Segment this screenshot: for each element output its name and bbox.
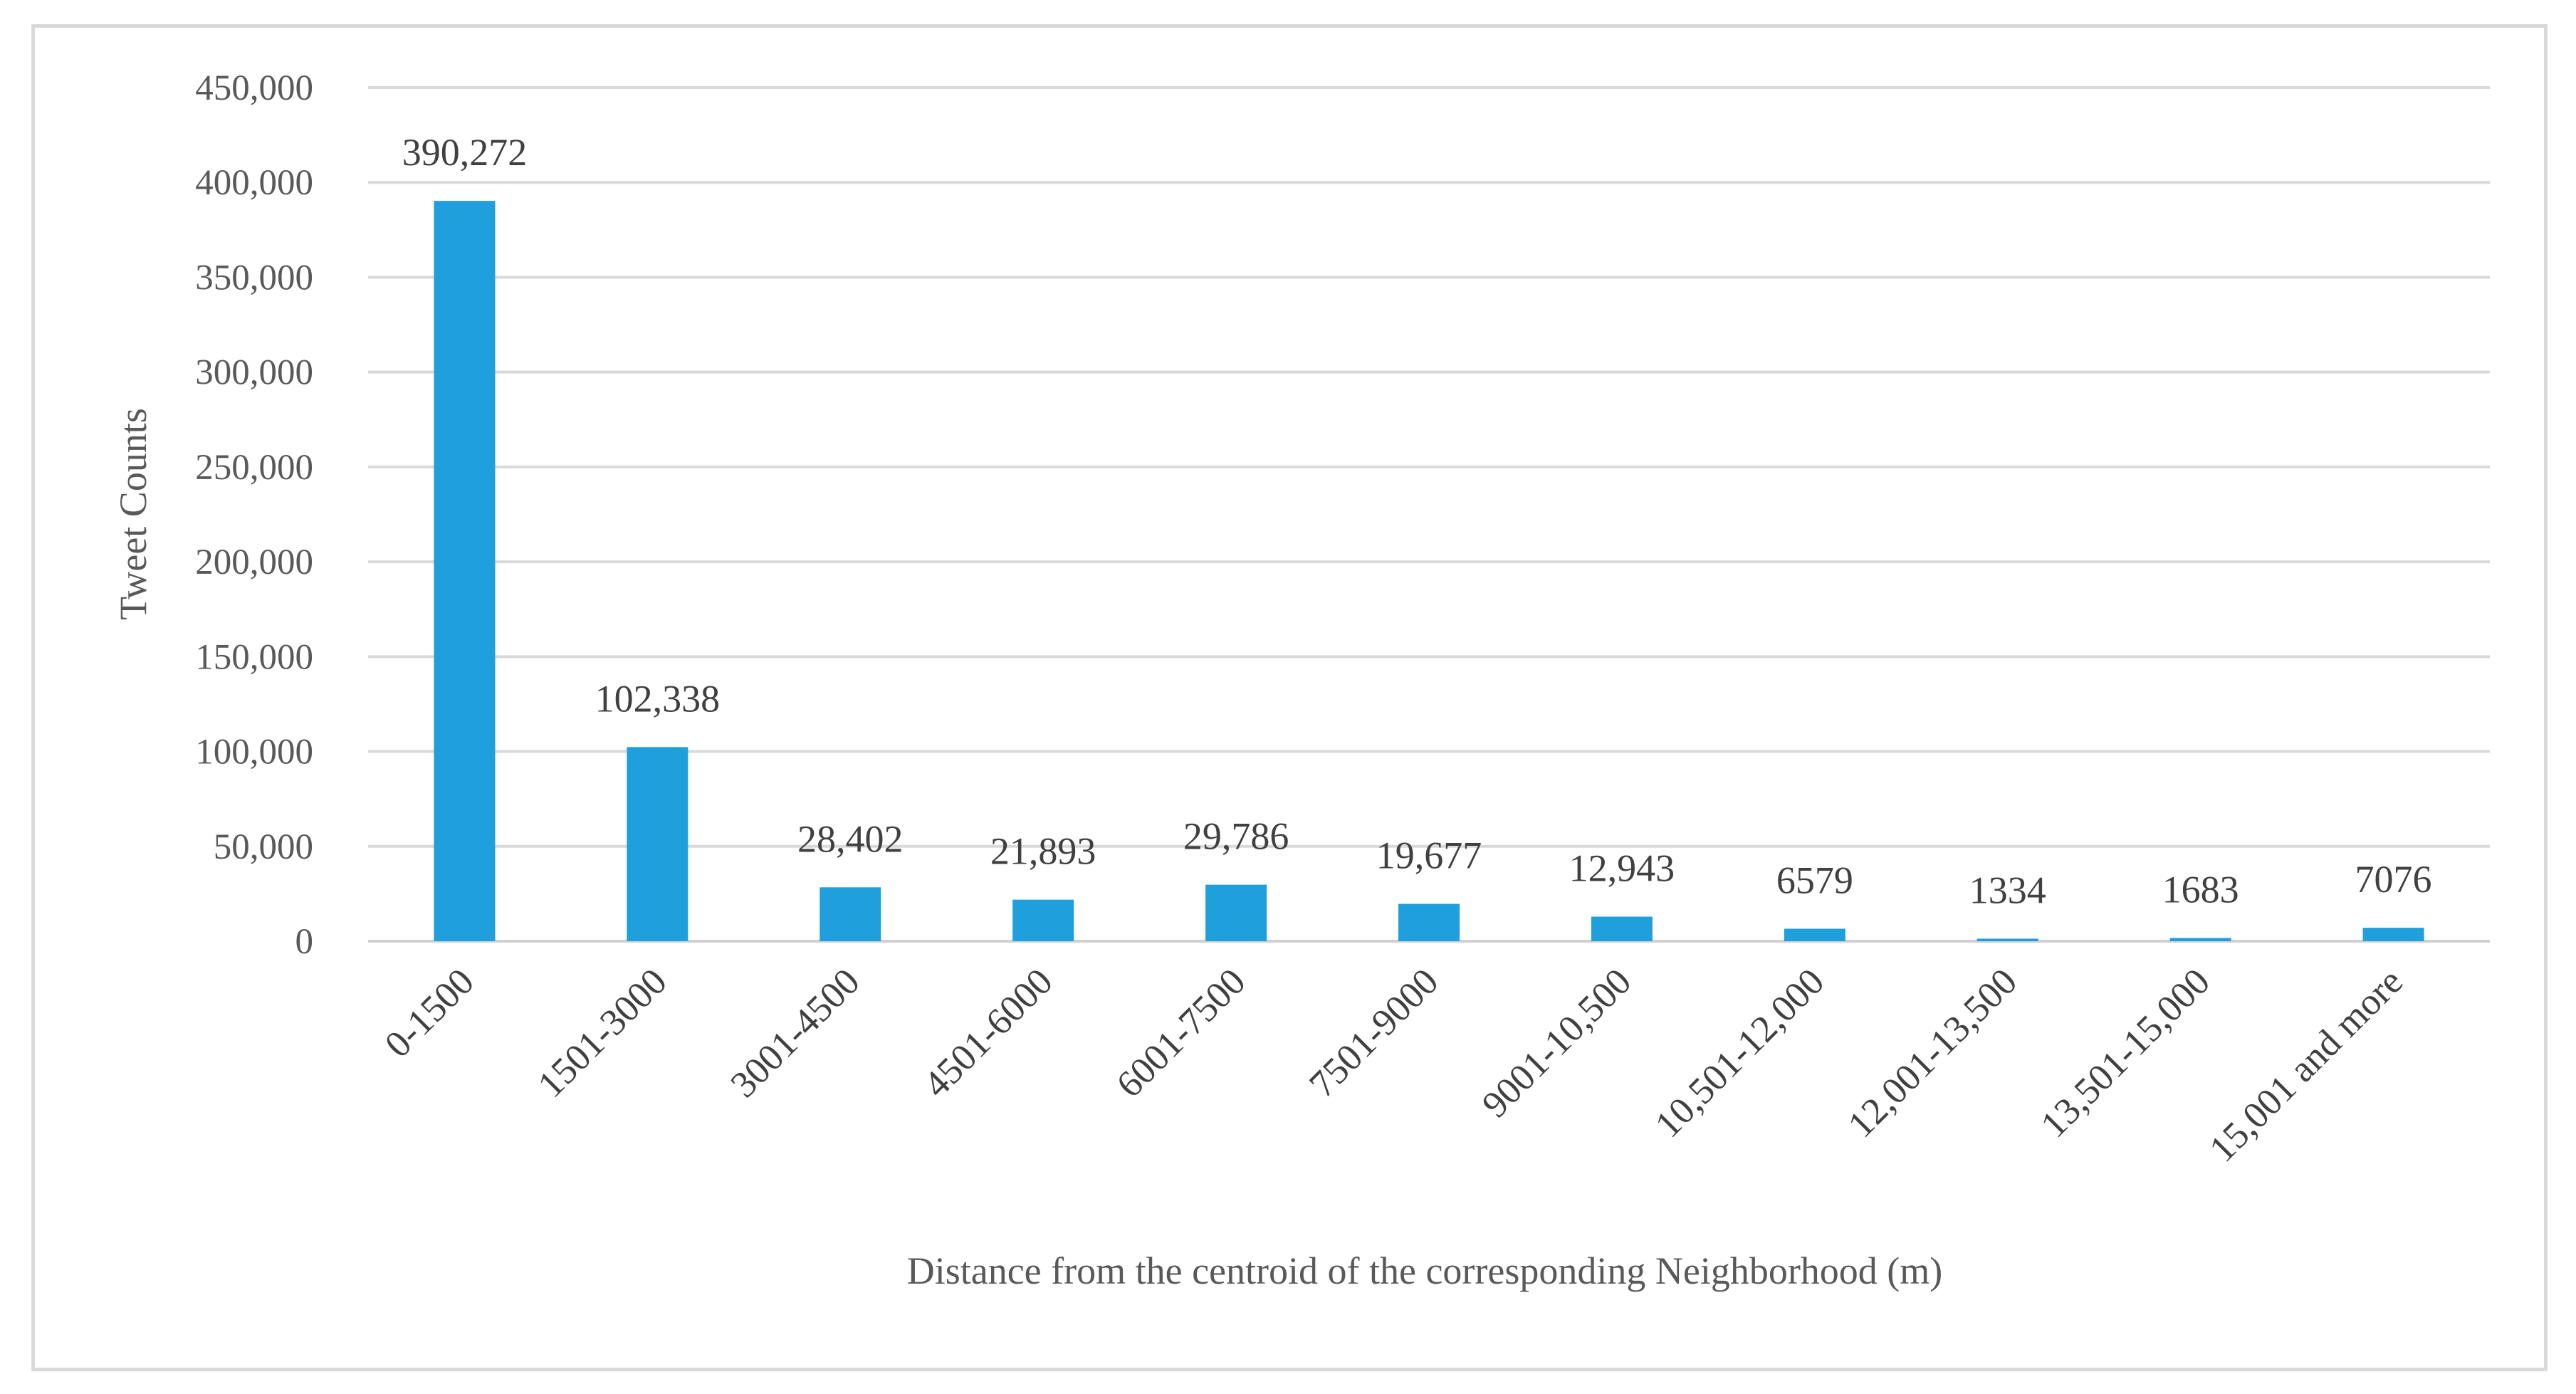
bar — [1976, 938, 2038, 941]
bar — [1012, 899, 1074, 941]
y-tick-label: 400,000 — [195, 163, 313, 203]
y-axis-ticks: 0 50,000 100,000 150,000 200,000 250,000 300,0… — [195, 68, 313, 962]
bar — [1205, 884, 1267, 941]
y-tick-label: 0 — [295, 922, 314, 962]
bar — [2362, 928, 2424, 941]
bar — [1398, 903, 1460, 941]
y-tick-label: 300,000 — [195, 353, 313, 393]
bar — [2169, 938, 2231, 941]
y-tick-label: 100,000 — [195, 733, 313, 772]
x-tick-label: 13,501-15,000 — [2033, 960, 2219, 1146]
x-tick-label: 4501-6000 — [916, 960, 1060, 1105]
data-labels: 390,272 102,338 28,402 21,893 29,786 19,677 12… — [402, 131, 2432, 911]
data-label: 7076 — [2355, 858, 2432, 901]
bars — [434, 201, 2424, 941]
x-tick-label: 6001-7500 — [1109, 960, 1253, 1105]
data-label: 12,943 — [1569, 847, 1675, 890]
x-tick-label: 7501-9000 — [1302, 960, 1446, 1105]
x-axis-ticks: 0-1500 1501-3000 3001-4500 4501-6000 6001-75… — [377, 960, 2411, 1170]
data-label: 28,402 — [797, 817, 904, 860]
y-tick-label: 50,000 — [214, 827, 313, 867]
data-label: 390,272 — [402, 131, 528, 174]
bar — [820, 887, 881, 941]
bar — [1784, 928, 1845, 941]
x-tick-label: 0-1500 — [377, 960, 482, 1065]
y-tick-label: 350,000 — [195, 258, 313, 298]
gridlines — [368, 86, 2490, 943]
x-axis-title: Distance from the centroid of the corres… — [907, 1249, 1943, 1292]
data-label: 19,677 — [1376, 834, 1482, 877]
bar — [1591, 916, 1653, 941]
bar — [434, 201, 496, 941]
y-tick-label: 250,000 — [195, 448, 313, 488]
x-tick-label: 1501-3000 — [530, 960, 674, 1105]
x-tick-label: 10,501-12,000 — [1648, 960, 1833, 1146]
data-label: 6579 — [1776, 859, 1853, 901]
x-tick-label: 3001-4500 — [723, 960, 867, 1105]
data-label: 102,338 — [595, 677, 721, 720]
y-tick-label: 450,000 — [195, 68, 313, 108]
data-label: 21,893 — [990, 830, 1096, 873]
x-tick-label: 15,001 and more — [2201, 960, 2411, 1170]
y-tick-label: 200,000 — [195, 543, 313, 582]
y-tick-label: 150,000 — [195, 637, 313, 677]
data-label: 1334 — [1969, 869, 2046, 911]
data-label: 1683 — [2162, 869, 2239, 911]
y-axis-title: Tweet Counts — [112, 408, 155, 620]
x-tick-label: 9001-10,500 — [1475, 960, 1640, 1126]
x-tick-label: 12,001-13,500 — [1841, 960, 2026, 1146]
bar — [627, 747, 688, 941]
data-label: 29,786 — [1183, 815, 1289, 858]
